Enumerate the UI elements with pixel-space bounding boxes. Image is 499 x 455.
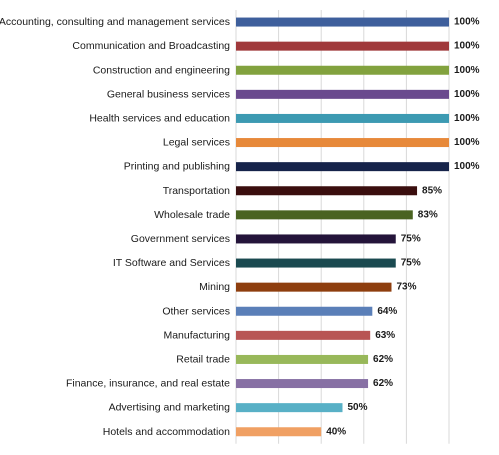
bar: [236, 427, 322, 437]
value-label: 50%: [348, 402, 368, 413]
value-label: 63%: [375, 330, 395, 341]
category-label: Printing and publishing: [124, 161, 230, 173]
bar: [236, 89, 449, 99]
category-label: Advertising and marketing: [109, 402, 231, 414]
value-label: 75%: [401, 233, 421, 244]
category-label: General business services: [107, 88, 230, 100]
category-label: Mining: [199, 281, 230, 293]
bar: [236, 379, 369, 389]
value-label: 83%: [418, 209, 438, 220]
value-label: 62%: [373, 378, 393, 389]
value-label: 100%: [454, 17, 480, 28]
bar: [236, 138, 449, 148]
bar: [236, 234, 396, 244]
bar: [236, 258, 396, 268]
category-label: Transportation: [163, 185, 230, 197]
value-label: 73%: [396, 282, 416, 293]
value-label: 75%: [401, 258, 421, 269]
value-label: 100%: [454, 41, 480, 52]
value-label: 64%: [377, 306, 397, 317]
category-label: Manufacturing: [163, 329, 230, 341]
category-labels: Accounting, consulting and management se…: [0, 16, 230, 438]
bar: [236, 282, 392, 292]
category-label: Health services and education: [89, 112, 230, 124]
value-label: 100%: [454, 65, 480, 76]
category-label: Finance, insurance, and real estate: [66, 378, 230, 390]
value-label: 100%: [454, 113, 480, 124]
bar: [236, 354, 369, 364]
value-label: 100%: [454, 89, 480, 100]
bar: [236, 306, 373, 316]
category-label: Accounting, consulting and management se…: [0, 16, 230, 28]
value-labels: 100% 100% 100% 100% 100% 100% 100% 85% 83% 75% 75%…: [326, 17, 479, 438]
value-label: 100%: [454, 161, 480, 172]
category-label: Government services: [131, 233, 230, 245]
gridlines: [235, 10, 450, 444]
bar: [236, 186, 418, 196]
value-label: 40%: [326, 426, 346, 437]
category-label: Other services: [162, 305, 230, 317]
category-label: IT Software and Services: [113, 257, 230, 269]
category-label: Retail trade: [176, 353, 230, 365]
bar: [236, 113, 449, 123]
value-label: 62%: [373, 354, 393, 365]
value-label: 100%: [454, 137, 480, 148]
bar: [236, 41, 449, 51]
category-label: Communication and Broadcasting: [72, 40, 230, 52]
bar: [236, 65, 449, 75]
category-label: Construction and engineering: [93, 64, 230, 76]
category-label: Wholesale trade: [154, 209, 230, 221]
bar: [236, 17, 449, 27]
category-label: Hotels and accommodation: [103, 426, 230, 438]
category-label: Legal services: [163, 137, 230, 149]
bar: [236, 330, 371, 340]
bar: [236, 162, 449, 172]
bar: [236, 403, 343, 413]
bars: [236, 17, 449, 437]
bar: [236, 210, 413, 220]
value-label: 85%: [422, 185, 442, 196]
